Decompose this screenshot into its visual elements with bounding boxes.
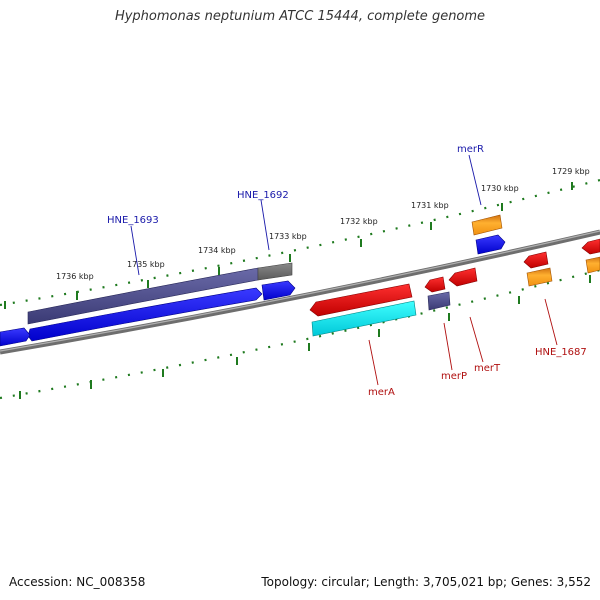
gene-label-HNE_1687[interactable]: HNE_1687 — [535, 347, 587, 358]
gene-left-fragment-arrow[interactable] — [0, 327, 31, 347]
genome-backbone-highlight — [0, 230, 600, 352]
gene-merR-arrow[interactable] — [475, 234, 506, 255]
feature-HNE_1687-track[interactable] — [526, 267, 553, 287]
scale-label-1732: 1732 kbp — [340, 217, 378, 226]
outer-scale-track — [0, 178, 600, 307]
gene-merP-arrow[interactable] — [424, 276, 446, 293]
scale-label-1734: 1734 kbp — [198, 246, 236, 255]
feature-right-fragment-track[interactable] — [585, 256, 600, 274]
feature-HNE_1693-track[interactable] — [27, 262, 293, 325]
gene-label-HNE_1692[interactable]: HNE_1692 — [237, 190, 289, 201]
gene-label-merR[interactable]: merR — [457, 144, 484, 155]
genome-title: Hyphomonas neptunium ATCC 15444, complet… — [114, 9, 486, 24]
accession-label: Accession: NC_008358 — [9, 575, 146, 589]
gene-right-fragment-arrow[interactable] — [581, 238, 600, 255]
gene-HNE_1693-arrow[interactable] — [27, 287, 263, 342]
feature-merP-track[interactable] — [427, 291, 451, 311]
scale-label-1733: 1733 kbp — [269, 232, 307, 241]
gene-HNE_1687-arrow[interactable] — [523, 251, 549, 269]
feature-merA-track[interactable] — [311, 300, 417, 337]
inner-major-ticks — [19, 275, 591, 399]
gene-label-merP[interactable]: merP — [441, 371, 467, 382]
gene-label-HNE_1693[interactable]: HNE_1693 — [107, 215, 159, 226]
gene-label-merA[interactable]: merA — [368, 387, 395, 398]
scale-label-1730: 1730 kbp — [481, 184, 519, 193]
scale-label-1735: 1735 kbp — [127, 260, 165, 269]
scale-label-1731: 1731 kbp — [411, 201, 449, 210]
genome-backbone — [0, 229, 600, 355]
gene-merT-arrow[interactable] — [448, 267, 478, 287]
scale-label-1736: 1736 kbp — [56, 272, 94, 281]
scale-label-1729: 1729 kbp — [552, 167, 590, 176]
gene-HNE_1692-arrow[interactable] — [261, 280, 296, 301]
gene-label-merT[interactable]: merT — [474, 363, 501, 374]
gene-merA-arrow[interactable] — [309, 283, 413, 317]
outer-major-ticks — [4, 182, 573, 309]
label-leaders — [130, 154, 558, 386]
feature-merR-track[interactable] — [471, 214, 503, 236]
genome-summary: Topology: circular; Length: 3,705,021 bp… — [261, 575, 591, 589]
